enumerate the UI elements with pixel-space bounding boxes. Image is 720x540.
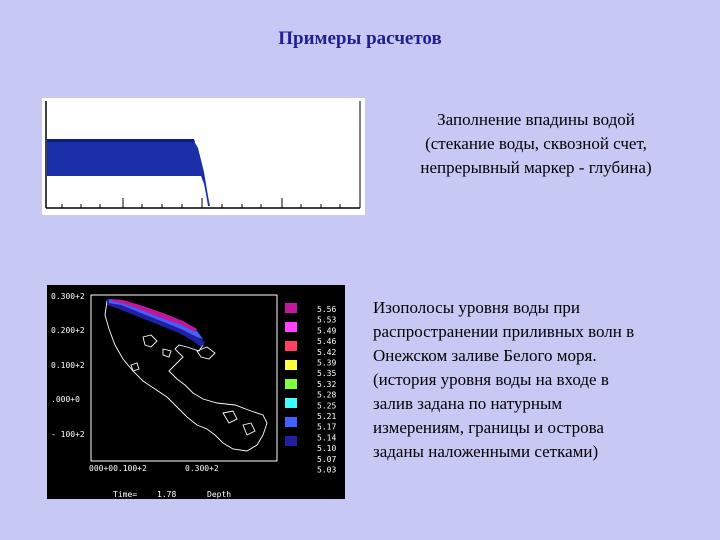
legend-swatch (285, 436, 297, 446)
variable-label: Depth (207, 490, 231, 499)
legend-value: 5.03 (317, 466, 336, 475)
y-tick-label: - 100+2 (51, 430, 85, 439)
legend-value: 5.17 (317, 423, 336, 432)
figure2-caption-line: залив задана по натурным (373, 394, 563, 413)
legend-value: 5.39 (317, 359, 336, 368)
time-value: 1.78 (157, 490, 176, 499)
figure2-caption-line: Изополосы уровня воды при (373, 298, 581, 317)
bottom-ticks (61, 198, 341, 208)
legend-swatch (285, 360, 297, 370)
legend-value: 5.53 (317, 316, 336, 325)
legend-swatch (285, 341, 297, 351)
figure2-caption-line: заданы наложенными сетками) (373, 442, 599, 461)
plot-frame (90, 294, 278, 462)
figure1-caption-line: Заполнение впадины водой (437, 110, 635, 129)
figure2-caption-line: измерениям, границы и острова (373, 418, 604, 437)
time-label: Time= (113, 490, 137, 499)
legend-swatch (285, 303, 297, 313)
figure1-caption: Заполнение впадины водой (стекание воды,… (386, 108, 686, 180)
water-surface-top (47, 139, 195, 142)
figure1-caption-line: (стекание воды, сквозной счет, (425, 134, 647, 153)
legend-swatch (285, 379, 297, 389)
legend: 5.56 5.535.49 5.46 5.42 5.395.35 5.32 5.285.25… (285, 303, 336, 475)
onega-bay-plot: 0.300+2 0.200+2 0.100+2 .000+0 - 100+2 0… (47, 285, 345, 499)
legend-value: 5.21 (317, 412, 336, 421)
legend-value: 5.25 (317, 401, 336, 410)
figure2-caption-line: (история уровня воды на входе в (373, 370, 609, 389)
legend-value: 5.46 (317, 337, 336, 346)
legend-value: 5.07 (317, 455, 336, 464)
slide-title: Примеры расчетов (278, 28, 442, 49)
legend-value: 5.42 (317, 348, 336, 357)
legend-value: 5.28 (317, 391, 336, 400)
onega-bay-figure: 0.300+2 0.200+2 0.100+2 .000+0 - 100+2 0… (47, 285, 345, 499)
y-tick-label: 0.200+2 (51, 326, 85, 335)
figure2-caption: Изополосы уровня воды при распространени… (373, 296, 693, 464)
y-tick-label: 0.300+2 (51, 292, 85, 301)
figure1-caption-line: непрерывный маркер - глубина) (420, 158, 652, 177)
figure2-caption-line: Онежском заливе Белого моря. (373, 346, 597, 365)
legend-swatch (285, 398, 297, 408)
legend-swatch (285, 417, 297, 427)
legend-swatch (285, 322, 297, 332)
legend-value: 5.32 (317, 380, 336, 389)
legend-value: 5.10 (317, 444, 336, 453)
x-tick-label: 000+00.100+2 (89, 464, 147, 473)
isoline-band (107, 299, 205, 347)
legend-value: 5.35 (317, 369, 336, 378)
x-tick-label: 0.300+2 (185, 464, 219, 473)
depression-fill-figure (42, 98, 365, 215)
depression-fill-plot (42, 98, 365, 215)
y-tick-label: .000+0 (51, 395, 80, 404)
legend-value: 5.14 (317, 433, 336, 442)
coastline (104, 300, 268, 452)
figure2-caption-line: распространении приливных волн в (373, 322, 635, 341)
y-tick-label: 0.100+2 (51, 361, 85, 370)
water-body (47, 141, 210, 206)
legend-value: 5.56 (317, 305, 336, 314)
legend-value: 5.49 (317, 326, 336, 335)
